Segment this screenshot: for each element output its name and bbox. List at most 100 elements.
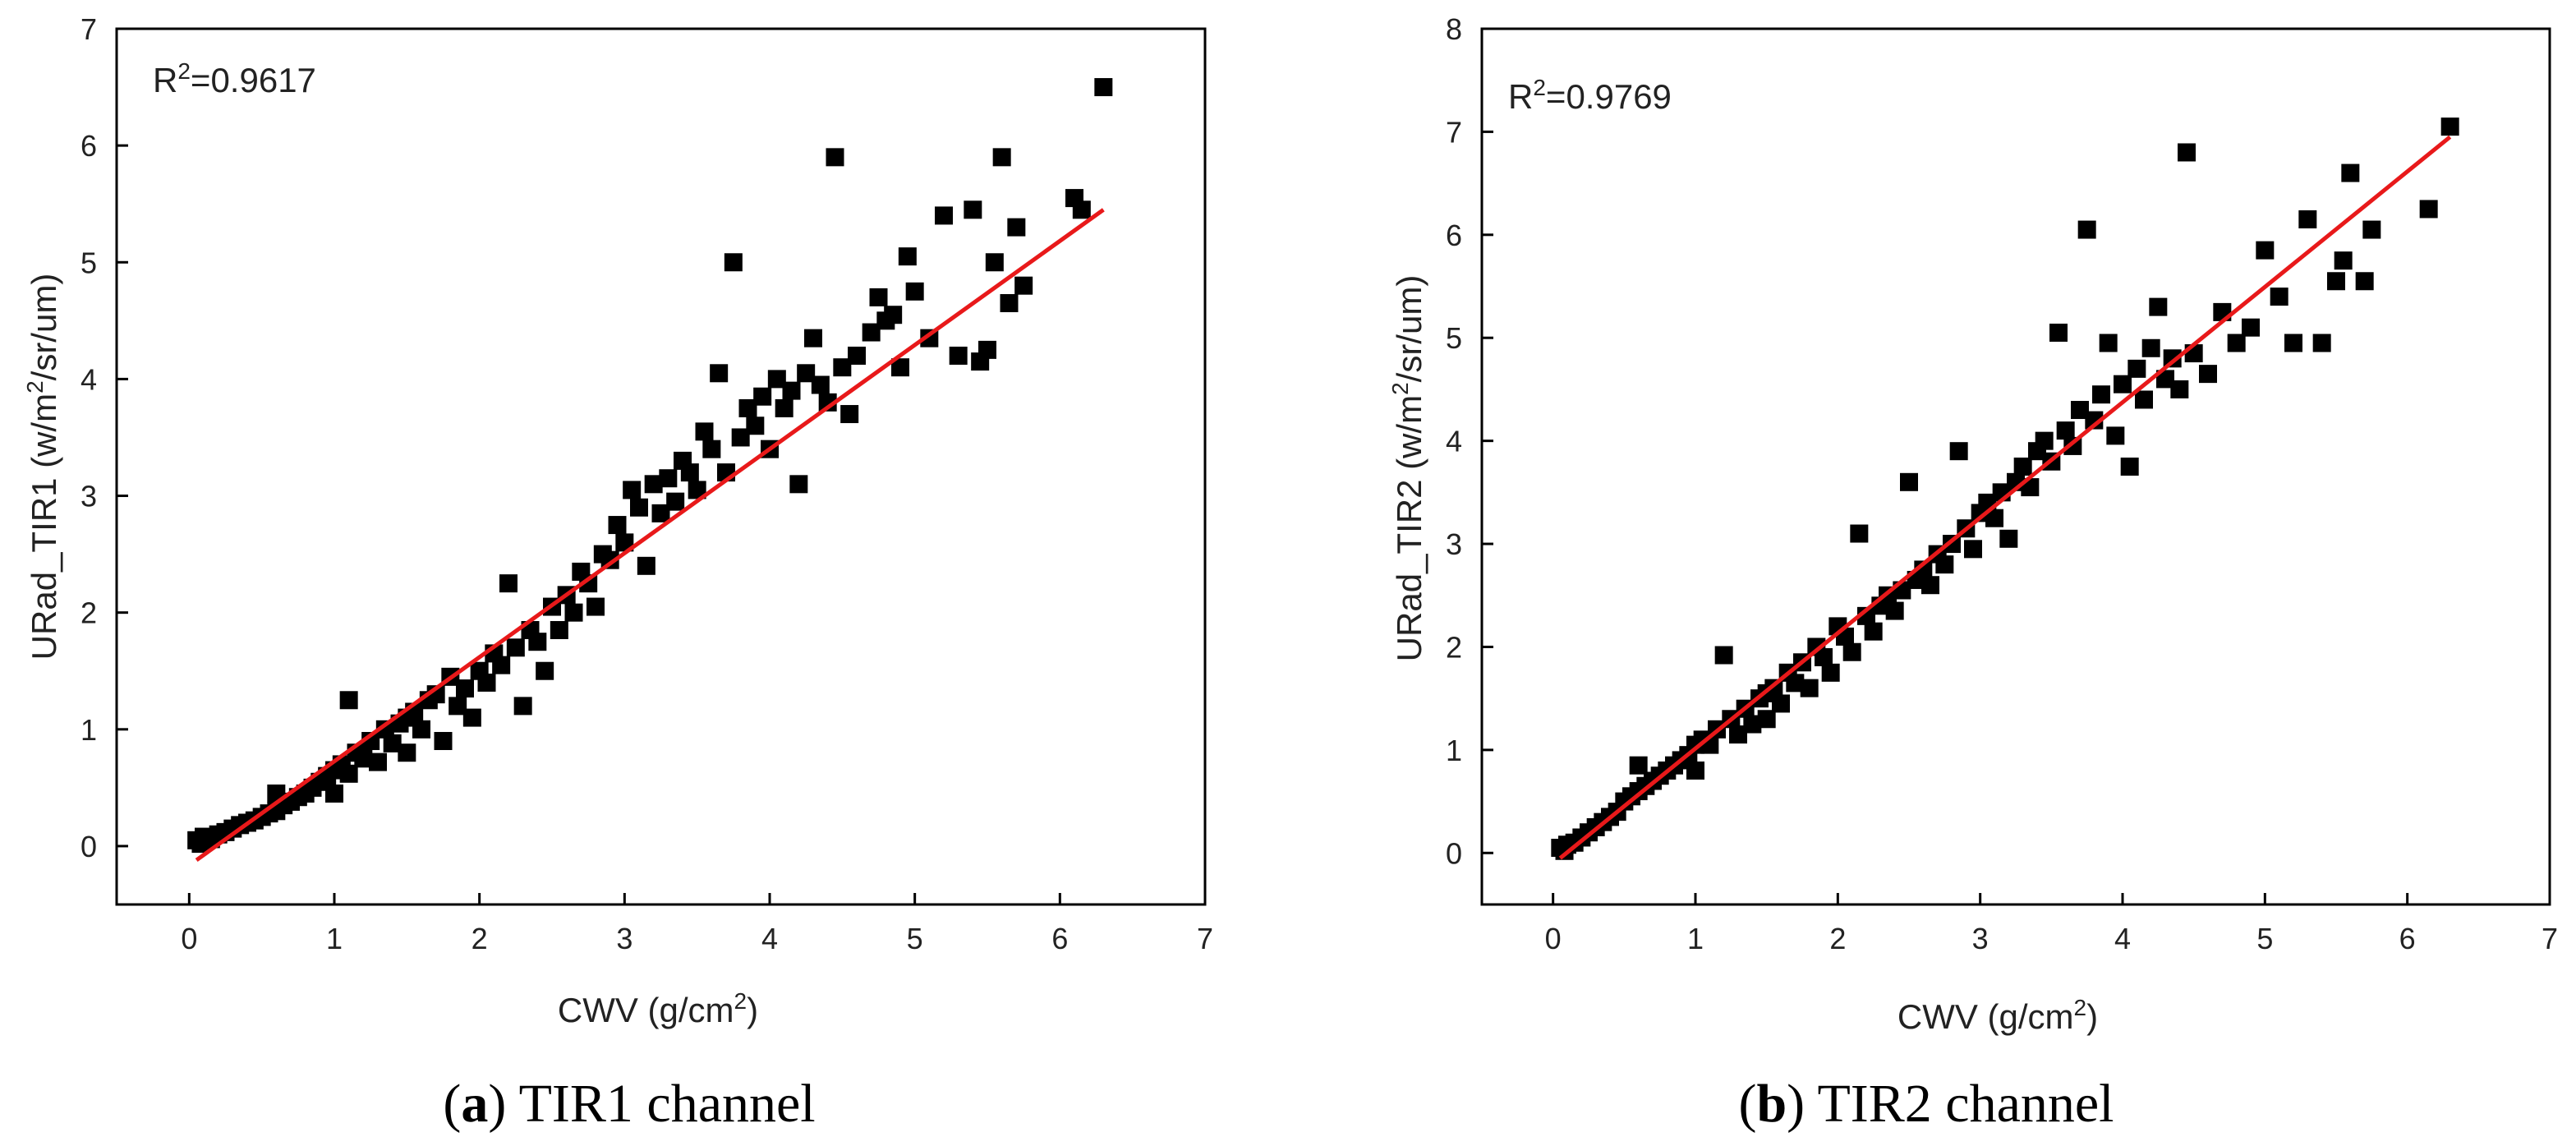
data-point — [1921, 576, 1939, 595]
data-point — [477, 673, 496, 692]
data-point — [1864, 622, 1883, 641]
x-tick-label: 6 — [1051, 922, 1068, 955]
data-point — [2362, 220, 2381, 239]
data-point — [659, 469, 678, 488]
y-tick-label: 6 — [80, 129, 97, 163]
plot-frame-a — [115, 27, 1207, 906]
data-point — [898, 247, 917, 266]
data-point — [767, 370, 786, 389]
data-point — [666, 492, 685, 511]
data-point — [630, 498, 648, 517]
y-tick-label: 7 — [1446, 115, 1462, 149]
data-point — [2149, 297, 2168, 316]
r2-value-a: =0.9617 — [191, 61, 316, 99]
y-axis-title-a: URad_TIR1 (w/m2/sr/um) — [22, 274, 63, 660]
data-point — [1949, 442, 1968, 461]
data-point — [1714, 646, 1733, 665]
data-point — [782, 381, 801, 400]
caption-letter-a: a — [461, 1074, 488, 1134]
data-point — [513, 697, 532, 716]
x-axis-title-a: CWV (g/cm2) — [558, 988, 758, 1029]
data-point — [2049, 323, 2068, 342]
data-point — [456, 679, 474, 698]
data-point — [1000, 294, 1019, 313]
data-point — [2128, 359, 2146, 378]
x-tick-label: 0 — [1545, 922, 1562, 955]
data-point — [375, 720, 394, 739]
data-point — [586, 597, 605, 616]
data-point — [2270, 288, 2288, 306]
data-point — [608, 516, 627, 535]
data-point — [2156, 370, 2174, 389]
data-point — [688, 481, 706, 499]
data-point — [2341, 163, 2360, 182]
data-point — [2440, 117, 2459, 136]
data-point — [1800, 679, 1819, 697]
x-tick-label: 6 — [2399, 922, 2416, 955]
y-tick-label: 0 — [1446, 836, 1462, 870]
x-tick-label: 7 — [2542, 922, 2558, 955]
data-point — [434, 732, 453, 751]
data-point — [536, 661, 554, 680]
data-point — [2163, 349, 2182, 368]
data-point — [369, 752, 387, 771]
data-point — [992, 148, 1011, 167]
data-point — [848, 346, 866, 365]
x-tick-label: 1 — [1687, 922, 1704, 955]
data-point — [1786, 674, 1805, 693]
data-point — [2141, 338, 2160, 357]
data-point — [826, 148, 844, 167]
data-point — [2199, 365, 2217, 384]
data-point — [884, 306, 903, 324]
x-tick-label: 1 — [326, 922, 343, 955]
data-point — [506, 638, 525, 657]
x-tick-label: 5 — [907, 922, 923, 955]
data-point — [2013, 458, 2032, 476]
data-point — [499, 574, 518, 593]
y-tick-label: 3 — [80, 480, 97, 513]
data-point — [1964, 540, 1982, 559]
data-point — [1007, 218, 1026, 237]
data-point — [695, 422, 714, 441]
data-point — [339, 691, 358, 710]
data-point — [339, 764, 358, 783]
x-tick-label: 7 — [1197, 922, 1213, 955]
y-tick-label: 1 — [80, 713, 97, 747]
data-point — [789, 475, 808, 494]
x-tick-label: 2 — [1829, 922, 1846, 955]
data-point — [2071, 401, 2089, 420]
data-point — [949, 346, 968, 365]
data-point — [797, 364, 816, 383]
data-point — [811, 375, 830, 394]
data-point — [2419, 200, 2438, 219]
data-point — [935, 206, 953, 225]
r2-sup-b: 2 — [1533, 75, 1546, 100]
data-point — [1885, 601, 1904, 620]
data-point — [325, 784, 343, 803]
y-tick-label: 6 — [1446, 219, 1462, 252]
x-tick-label: 3 — [1972, 922, 1989, 955]
y-axis-title-b: URad_TIR2 (w/m2/sr/um) — [1387, 275, 1428, 662]
data-point — [964, 200, 982, 219]
data-point — [724, 253, 743, 272]
data-point — [1072, 200, 1091, 219]
y-tick-label: 4 — [80, 362, 97, 396]
data-point — [731, 428, 750, 447]
data-point — [1629, 756, 1648, 775]
data-point — [623, 481, 642, 499]
y-tick-label: 5 — [80, 246, 97, 279]
y-tick-label: 8 — [1446, 12, 1462, 46]
data-point — [2327, 272, 2345, 291]
data-point — [1757, 710, 1776, 729]
data-point — [2120, 458, 2139, 476]
data-point — [1900, 472, 1918, 491]
r2-label-a: R — [153, 61, 177, 99]
x-axis-title-b: CWV (g/cm2) — [1898, 995, 2098, 1036]
caption-a: (a) TIR1 channel — [443, 1074, 815, 1134]
data-point — [833, 358, 852, 377]
data-point — [753, 387, 772, 406]
data-point — [1935, 555, 1954, 574]
data-point — [2256, 241, 2275, 260]
